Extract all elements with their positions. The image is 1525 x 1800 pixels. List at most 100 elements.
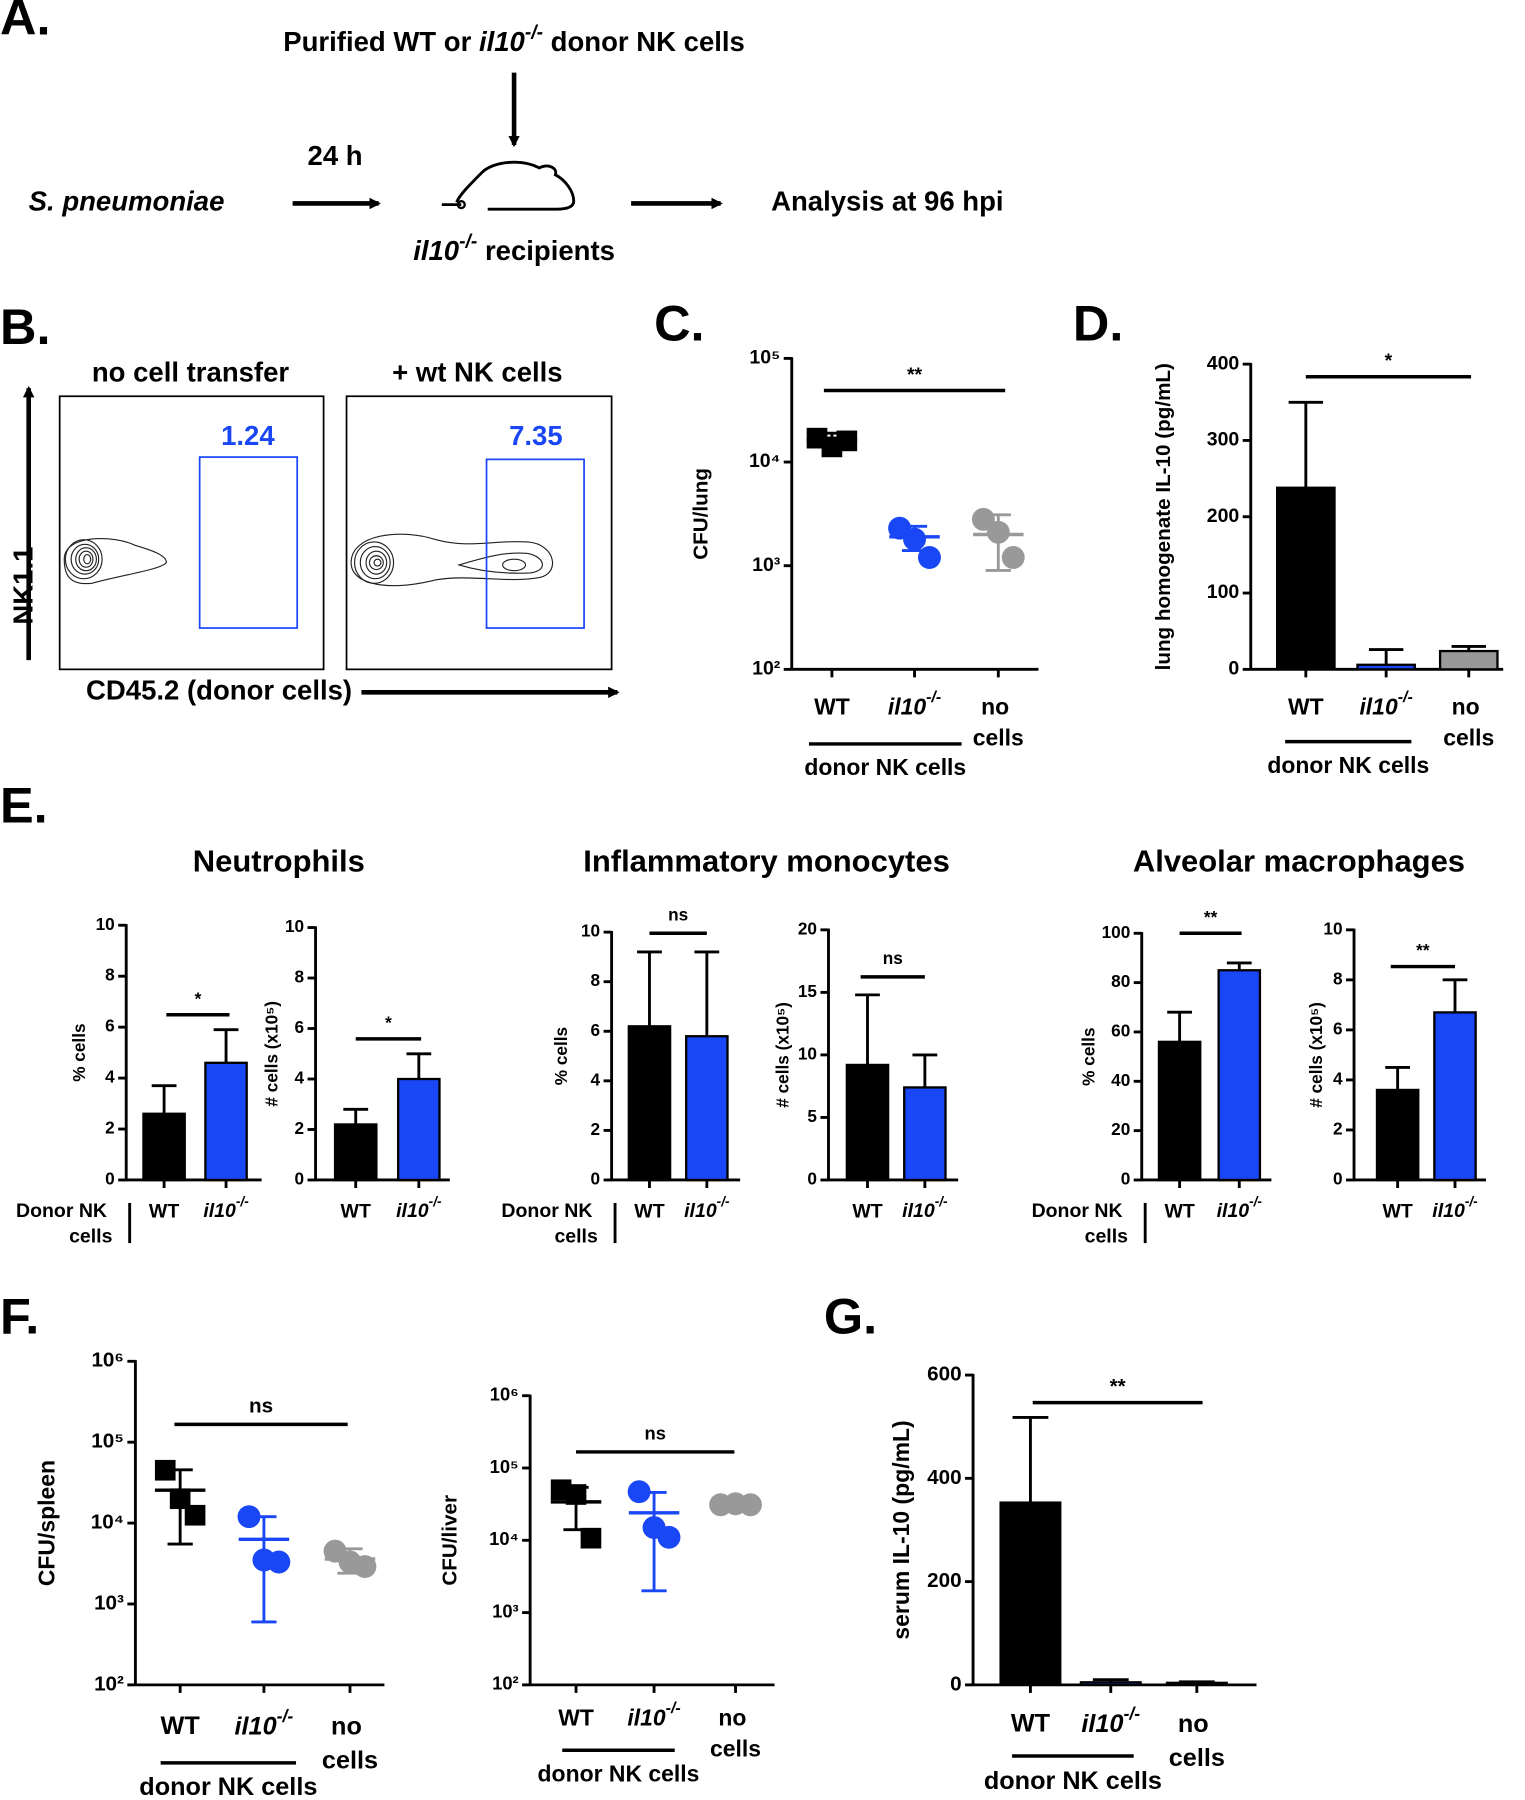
bar <box>1375 1088 1420 1182</box>
gate-value: 7.35 <box>509 420 563 451</box>
y-tick-label: 8 <box>1333 968 1343 988</box>
y-tick-label: 4 <box>105 1067 115 1087</box>
x-tick-label: il10-/- <box>627 1699 680 1730</box>
plot-frame <box>345 395 613 671</box>
y-tick-label: 10⁵ <box>749 347 780 369</box>
y-axis-label: CFU/spleen <box>33 1460 59 1586</box>
y-tick-label: 10⁵ <box>490 1456 519 1477</box>
y-tick-label: 8 <box>295 967 305 987</box>
row-label: Donor NK cells <box>1032 1200 1129 1247</box>
significance-label: ns <box>668 905 688 925</box>
point <box>267 1550 291 1574</box>
y-tick-label: 10⁴ <box>749 450 780 472</box>
y-tick-label: 10 <box>1323 918 1342 938</box>
y-tick-label: 15 <box>798 981 818 1001</box>
y-tick-label: 0 <box>950 1672 961 1695</box>
bar <box>903 1086 947 1182</box>
gate <box>198 456 299 629</box>
bar <box>1356 663 1416 671</box>
bar <box>627 1025 672 1182</box>
significance-label: ns <box>249 1395 273 1418</box>
x-tick-label: WT <box>161 1712 201 1740</box>
y-tick-label: 400 <box>927 1466 961 1489</box>
x-tick-label: il10-/- <box>396 1193 442 1222</box>
gate <box>485 458 585 629</box>
x-tick-label: il10-/- <box>684 1193 730 1222</box>
bar <box>1217 969 1262 1182</box>
bar <box>845 1063 890 1182</box>
donor-label: Purified WT or il10-/- donor NK cells <box>283 23 745 57</box>
point <box>627 1480 651 1504</box>
y-tick-label: 600 <box>927 1363 961 1386</box>
group-title: Inflammatory monocytes <box>583 843 950 878</box>
plot-frame <box>58 395 325 671</box>
plot-title: no cell transfer <box>92 357 290 388</box>
x-tick-label: WT <box>852 1200 882 1222</box>
group-label: donor NK cells <box>804 754 966 780</box>
plot-title: + wt NK cells <box>392 357 563 388</box>
x-tick-label: il10-/- <box>888 688 941 719</box>
x-tick-label: WT <box>634 1200 664 1222</box>
y-axis-label: % cells <box>1079 1027 1099 1085</box>
y-tick-label: 2 <box>295 1118 305 1138</box>
bar <box>1079 1681 1142 1687</box>
x-tick-label: il10-/- <box>1359 688 1412 719</box>
x-tick-label: no cells <box>322 1712 378 1774</box>
group-label: donor NK cells <box>1267 752 1429 778</box>
group-title: Alveolar macrophages <box>1133 843 1465 878</box>
y-axis-label: % cells <box>551 1027 571 1085</box>
analysis-label: Analysis at 96 hpi <box>771 186 1003 217</box>
y-tick-label: 60 <box>1111 1021 1130 1041</box>
contours <box>63 533 554 587</box>
y-tick-label: 10⁴ <box>489 1528 518 1549</box>
panel-label: E. <box>0 777 48 834</box>
y-tick-label: 10 <box>285 916 304 936</box>
y-tick-label: 2 <box>591 1119 601 1139</box>
y-tick-label: 10 <box>581 921 600 941</box>
bar <box>142 1112 186 1182</box>
y-tick-label: 4 <box>591 1069 601 1089</box>
significance-label: ns <box>883 948 903 968</box>
significance-label: ns <box>644 1423 665 1444</box>
point <box>580 1527 602 1549</box>
x-tick-label: il10-/- <box>1081 1703 1140 1737</box>
y-tick-label: 10² <box>752 658 781 680</box>
y-tick-label: 2 <box>105 1118 115 1138</box>
y-tick-label: 5 <box>807 1106 817 1126</box>
y-tick-label: 80 <box>1111 971 1130 991</box>
y-tick-label: 200 <box>927 1569 961 1592</box>
row-label: Donor NK cells <box>501 1200 598 1247</box>
significance-label: ** <box>1204 907 1218 927</box>
x-tick-label: WT <box>1011 1710 1051 1738</box>
bar <box>999 1501 1062 1687</box>
point <box>1001 546 1025 569</box>
y-tick-label: 8 <box>591 970 601 990</box>
x-tick-label: WT <box>341 1200 371 1222</box>
y-tick-label: 4 <box>1333 1068 1343 1088</box>
bar <box>1275 486 1336 671</box>
y-tick-label: 200 <box>1207 505 1240 527</box>
y-tick-label: 10 <box>798 1043 817 1063</box>
y-tick-label: 10 <box>96 914 115 934</box>
y-tick-label: 400 <box>1207 352 1240 374</box>
x-tick-label: il10-/- <box>902 1193 948 1222</box>
panel-label: F. <box>0 1287 39 1344</box>
x-tick-label: no cells <box>1169 1710 1225 1772</box>
y-axis-label: # cells (x10⁵) <box>772 1002 792 1108</box>
y-tick-label: 10³ <box>94 1591 124 1614</box>
point <box>184 1504 206 1526</box>
x-tick-label: WT <box>558 1704 594 1730</box>
panel-label: B. <box>0 298 50 355</box>
y-tick-label: 10⁶ <box>490 1384 519 1405</box>
x-tick-label: WT <box>149 1200 179 1222</box>
significance-label: * <box>195 988 202 1008</box>
y-tick-label: 20 <box>798 918 817 938</box>
significance-label: ** <box>907 364 923 386</box>
y-tick-label: 0 <box>591 1169 601 1189</box>
point <box>657 1525 681 1549</box>
y-tick-label: 0 <box>1228 658 1239 680</box>
y-axis-label: CFU/lung <box>690 468 713 560</box>
y-axis-label: # cells (x10⁵) <box>1306 1002 1326 1108</box>
